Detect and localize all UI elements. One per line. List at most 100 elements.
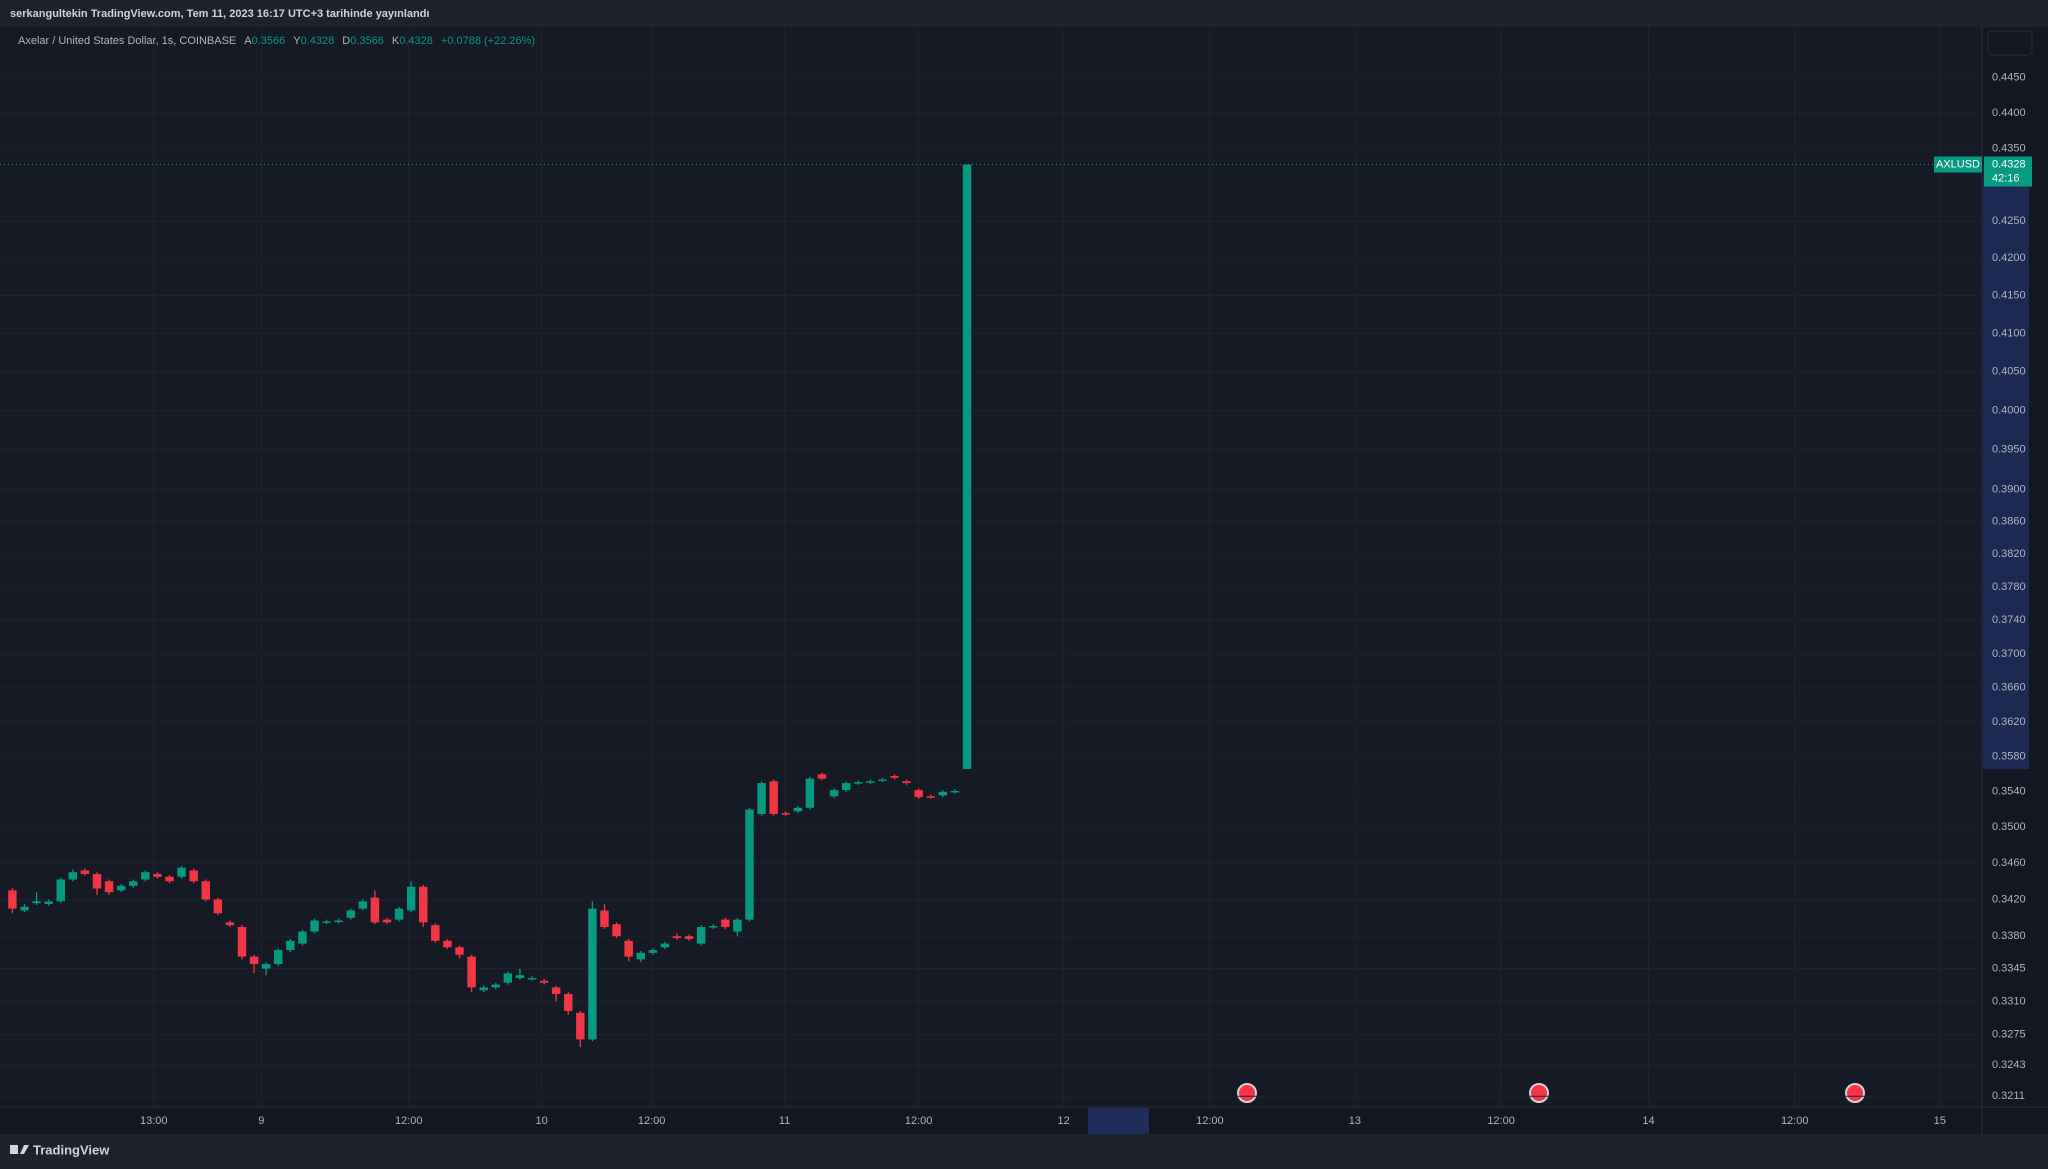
event-icon[interactable]: [1845, 1083, 1865, 1103]
published-note: serkangultekin TradingView.com, Tem 11, …: [10, 8, 430, 20]
y-tick-label: 0.3420: [1992, 893, 2026, 905]
candle-body: [515, 975, 525, 979]
y-tick-label: 0.3540: [1992, 786, 2026, 798]
candle-body: [624, 940, 633, 957]
legend-item: Y: [293, 35, 301, 47]
candle-body: [116, 885, 126, 891]
plot-area: [0, 27, 1982, 1107]
x-tick-label: 9: [258, 1115, 264, 1127]
candle-body: [576, 1012, 585, 1040]
x-tick-label: 12: [1058, 1115, 1070, 1127]
candle-body: [443, 940, 452, 948]
candle-body: [902, 781, 911, 784]
candle-body: [8, 890, 17, 909]
candle-body: [564, 993, 573, 1011]
y-tick-label: 0.3700: [1992, 648, 2026, 660]
brand-logo: TradingView: [10, 1142, 110, 1157]
symbol-tag-label: AXLUSD: [1936, 158, 1980, 170]
x-tick-label: 12:00: [1487, 1115, 1515, 1127]
candle-body: [878, 779, 887, 782]
y-tick-label: 0.3580: [1992, 751, 2026, 763]
candle-body: [805, 778, 815, 808]
event-icon[interactable]: [1237, 1083, 1257, 1103]
x-tick-label: 15: [1934, 1115, 1946, 1127]
candle-body: [68, 872, 78, 880]
candle-body: [322, 921, 331, 923]
candle-body: [491, 984, 500, 988]
candle-body: [394, 908, 404, 920]
legend-item: A: [244, 35, 252, 47]
y-tick-label: 0.3345: [1992, 963, 2026, 975]
x-tick-label: 11: [779, 1115, 790, 1127]
y-tick-label: 0.3310: [1992, 995, 2026, 1007]
candle-body: [177, 867, 186, 877]
candle-body: [92, 874, 102, 889]
candle-body: [298, 931, 307, 944]
price-tag: [1984, 156, 2032, 187]
top-bar: [0, 0, 2048, 27]
candle-body: [32, 901, 41, 904]
candle-body: [213, 899, 223, 914]
x-tick-label: 10: [536, 1115, 548, 1127]
candle-body: [672, 936, 682, 939]
candle-body: [274, 950, 283, 965]
candle-body: [249, 956, 259, 965]
y-tick-label: 0.3211: [1992, 1090, 2025, 1102]
candle-body: [648, 950, 658, 953]
y-tick-label: 0.3460: [1992, 857, 2026, 869]
y-tick-label: 0.3243: [1992, 1059, 2026, 1071]
candle-body: [841, 783, 851, 791]
time-axis-highlight: [1088, 1108, 1149, 1134]
candle-body: [44, 901, 53, 905]
candle-body: [660, 943, 670, 948]
y-tick-label: 0.4350: [1992, 143, 2026, 155]
candle-body: [310, 920, 319, 932]
candle-body: [769, 781, 778, 814]
candle-body: [334, 920, 343, 923]
candle-body: [588, 908, 597, 1040]
y-tick-label: 0.4100: [1992, 327, 2026, 339]
x-tick-label: 12:00: [395, 1115, 423, 1127]
candle-body: [382, 919, 392, 923]
event-markers: [1237, 1083, 1865, 1103]
settings-button[interactable]: [1987, 30, 2033, 56]
candle-body: [817, 774, 827, 779]
candle-body: [938, 791, 948, 796]
candles: [0, 164, 1982, 1048]
candle-body: [141, 872, 150, 880]
legend-item: K: [392, 35, 400, 47]
candle-body: [636, 952, 645, 960]
legend-item: 0.3566: [252, 35, 286, 47]
candle-body: [757, 783, 766, 814]
candle-body: [950, 790, 960, 793]
candle-body: [890, 776, 899, 778]
y-tick-label: 0.4150: [1992, 290, 2026, 302]
candle-body: [793, 807, 803, 812]
candle-body: [684, 936, 694, 939]
bottom-bar: [0, 1134, 2048, 1169]
y-tick-label: 0.3500: [1992, 821, 2026, 833]
y-tick-label: 0.3860: [1992, 516, 2026, 528]
candle-body: [829, 790, 839, 797]
grid: [0, 27, 1982, 1107]
legend-item: 0.3566: [350, 35, 384, 47]
candle-body: [854, 782, 863, 784]
candle-body: [165, 876, 174, 882]
axes: 0.4450 0.4400 0.4350 0.4250 0.4200 0.4150 0.41…: [140, 72, 2032, 1127]
candle-body: [419, 886, 428, 923]
candle-body: [20, 906, 29, 911]
event-icon[interactable]: [1529, 1083, 1549, 1103]
candle-body: [189, 870, 198, 882]
candle-body: [431, 925, 440, 941]
candle-body: [80, 870, 90, 875]
candle-body: [237, 926, 247, 957]
candle-body: [745, 809, 754, 920]
y-tick-label: 0.3275: [1992, 1029, 2026, 1041]
candle-body: [201, 881, 210, 900]
candle-body: [539, 980, 549, 983]
candle-body: [104, 881, 114, 893]
legend-item: +0.0788 (+22.26%): [441, 35, 535, 47]
price-tag-label: 0.4328: [1992, 158, 2026, 170]
